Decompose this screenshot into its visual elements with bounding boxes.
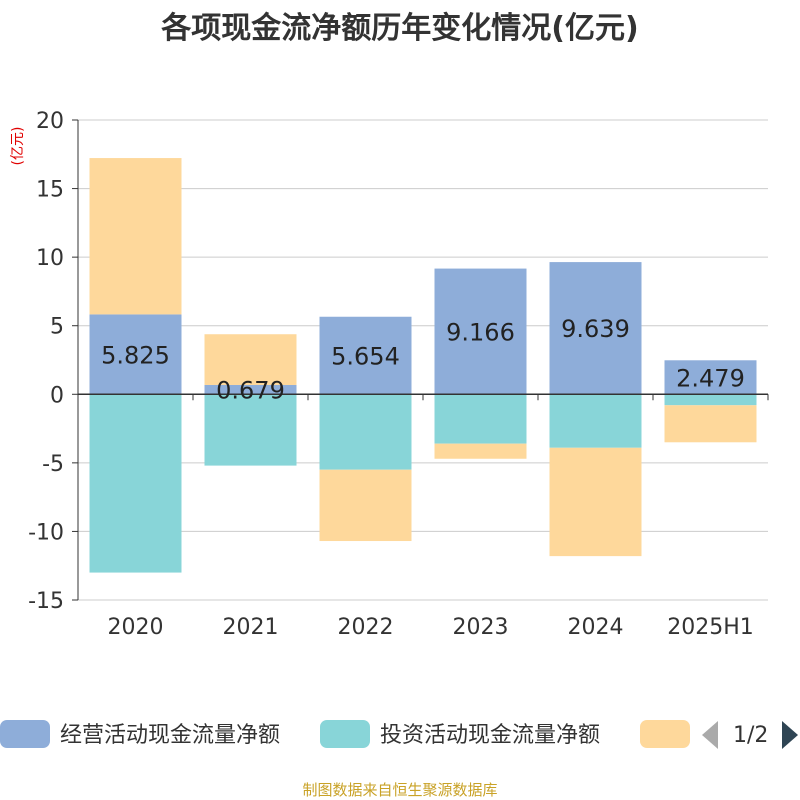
legend-swatch xyxy=(640,720,690,748)
bar-segment xyxy=(664,360,757,395)
bar-segment xyxy=(89,158,182,315)
bar-segment xyxy=(89,314,182,395)
bar-segment xyxy=(319,469,412,542)
x-tick-label: 2022 xyxy=(338,615,394,640)
bar-segment xyxy=(89,394,182,573)
legend: 经营活动现金流量净额 投资活动现金流量净额 1/2 xyxy=(0,720,798,749)
source-note: 制图数据来自恒生聚源数据库 xyxy=(302,781,497,799)
legend-prev-arrow-icon xyxy=(702,721,718,749)
bar-segment xyxy=(434,268,527,395)
bar-segment xyxy=(204,384,297,395)
x-tick-label: 2021 xyxy=(223,615,279,640)
bar-segment xyxy=(664,405,757,443)
data-label: 2.479 xyxy=(676,364,745,392)
bar-segment xyxy=(204,334,297,385)
data-labels: 5.825 0.679 5.654 9.166 9.639 2.479 xyxy=(101,315,745,404)
y-tick-label: 10 xyxy=(36,246,64,271)
gridlines xyxy=(78,119,768,601)
bar-segment xyxy=(549,447,642,557)
data-label: 5.825 xyxy=(101,341,170,369)
legend-swatch xyxy=(0,720,50,748)
data-label: 5.654 xyxy=(331,343,400,371)
x-tick-label: 2025H1 xyxy=(667,615,754,640)
bar-segment xyxy=(204,394,297,466)
bar-segment xyxy=(434,443,527,459)
y-tick-label: -10 xyxy=(28,520,64,545)
legend-next-arrow-icon xyxy=(782,721,798,749)
bar-segment xyxy=(549,394,642,448)
y-tick-label: 20 xyxy=(36,109,64,134)
data-label: 9.166 xyxy=(446,318,515,346)
legend-label: 投资活动现金流量净额 xyxy=(380,723,600,748)
bar-segment xyxy=(549,262,642,395)
legend-label: 经营活动现金流量净额 xyxy=(60,723,280,748)
bar-segment xyxy=(434,394,527,444)
y-tick-label: -15 xyxy=(28,589,64,614)
data-label: 0.679 xyxy=(216,377,285,405)
bar-segment xyxy=(664,394,757,406)
legend-swatch xyxy=(320,720,370,748)
y-tick-label: 5 xyxy=(50,315,64,340)
x-tick-label: 2020 xyxy=(108,615,164,640)
data-label: 9.639 xyxy=(561,315,630,343)
y-tick-label: 0 xyxy=(50,383,64,408)
bar-segment xyxy=(319,394,412,470)
bars xyxy=(89,158,757,573)
bar-segment xyxy=(319,316,412,395)
legend-page-indicator: 1/2 xyxy=(733,723,768,748)
x-tick-label: 2023 xyxy=(453,615,509,640)
axes: 20 15 10 5 0 -5 -10 -15 2020 2021 2022 2023 2024 2025… xyxy=(28,109,769,640)
x-tick-label: 2024 xyxy=(568,615,624,640)
y-tick-label: -5 xyxy=(42,452,64,477)
chart-title: 各项现金流净额历年变化情况(亿元) xyxy=(160,11,638,46)
y-axis-unit: (亿元) xyxy=(10,127,26,166)
y-tick-label: 15 xyxy=(36,178,64,203)
